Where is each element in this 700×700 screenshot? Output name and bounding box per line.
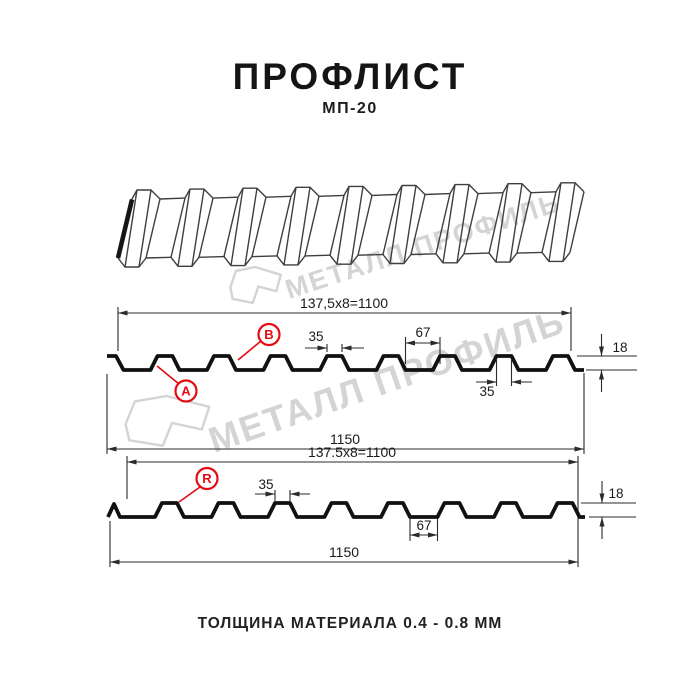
p2-dim-total-width: 1150 bbox=[329, 544, 359, 560]
side-a-marker: A bbox=[156, 365, 198, 403]
p1-dim-valley: 67 bbox=[415, 325, 430, 340]
profile-section-2 bbox=[106, 456, 636, 567]
profile-section-1 bbox=[106, 307, 637, 454]
svg-text:A: A bbox=[181, 384, 191, 399]
p2-dim-height: 18 bbox=[608, 486, 623, 501]
profile-model-name: МП-20 bbox=[322, 100, 378, 117]
svg-text:R: R bbox=[202, 471, 212, 486]
p2-dim-valley: 67 bbox=[416, 518, 431, 533]
p1-dim-height: 18 bbox=[612, 340, 627, 355]
sheet-3d-view bbox=[115, 182, 585, 268]
svg-text:B: B bbox=[264, 327, 273, 342]
profile-1-sheet-outline bbox=[107, 354, 584, 372]
p2-dim-working-width: 137.5x8=1100 bbox=[308, 444, 396, 460]
p1-dim-total-width: 1150 bbox=[330, 431, 360, 447]
watermark-text-lower: МЕТАЛЛ ПРОФИЛЬ bbox=[203, 300, 570, 460]
side-b-marker: B bbox=[237, 322, 281, 361]
page-title: ПРОФЛИСТ bbox=[232, 56, 468, 97]
side-r-marker: R bbox=[178, 466, 219, 503]
p2-dim-rib-top: 35 bbox=[258, 477, 273, 492]
p1-dim-rib-top: 35 bbox=[308, 329, 323, 344]
profile-2-sheet-outline bbox=[106, 501, 585, 519]
watermark-logo-icon bbox=[230, 267, 280, 303]
material-thickness-note: ТОЛЩИНА МАТЕРИАЛА 0.4 - 0.8 ММ bbox=[197, 615, 503, 632]
watermark-logo-icon bbox=[126, 396, 210, 446]
p1-dim-rib-bottom: 35 bbox=[479, 384, 494, 399]
p1-dim-working-width: 137,5x8=1100 bbox=[300, 295, 388, 311]
